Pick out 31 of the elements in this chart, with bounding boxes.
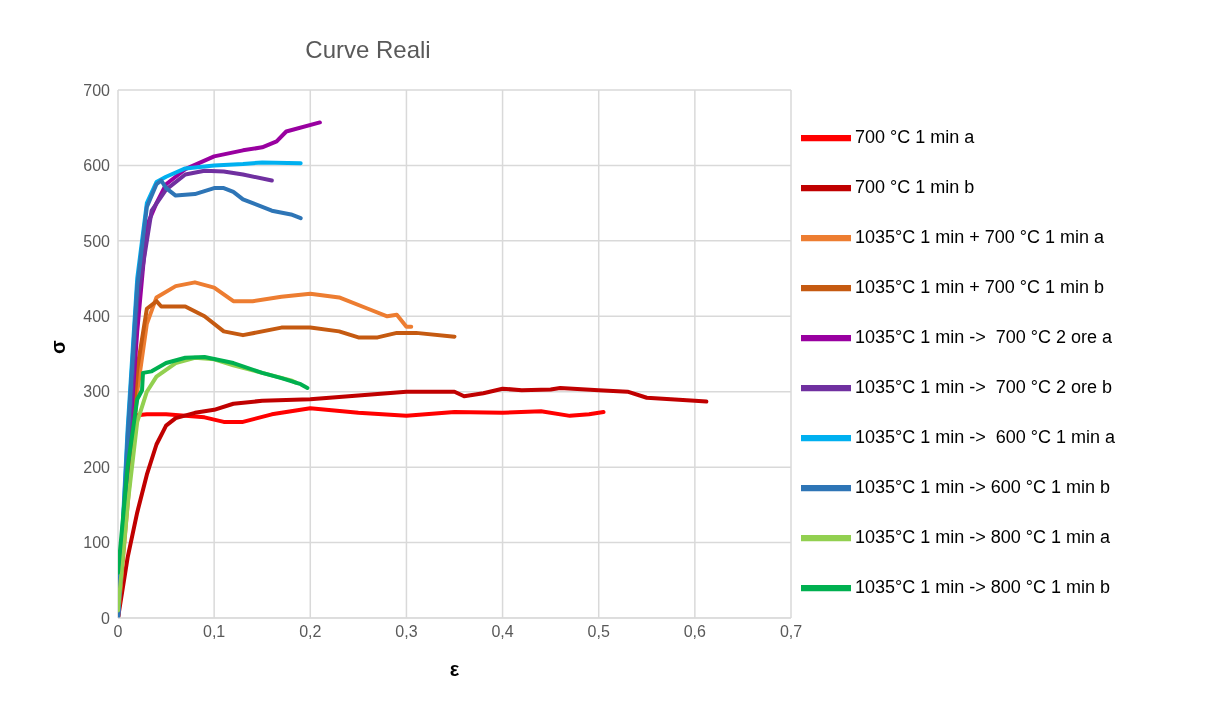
y-tick-label: 200 <box>83 458 111 476</box>
legend-label: 1035°C 1 min -> 600 °C 1 min a <box>855 426 1116 447</box>
legend-label: 1035°C 1 min -> 700 °C 2 ore a <box>855 326 1113 347</box>
legend-label: 1035°C 1 min + 700 °C 1 min a <box>855 226 1105 247</box>
legend-label: 1035°C 1 min + 700 °C 1 min b <box>855 276 1105 297</box>
x-tick-label: 0,1 <box>203 623 226 641</box>
legend-label: 700 °C 1 min a <box>855 126 975 147</box>
x-axis-title: ε <box>449 658 460 680</box>
y-tick-label: 300 <box>83 383 111 401</box>
line-series <box>118 355 310 575</box>
y-axis-title: σ <box>47 340 70 354</box>
legend-label: 1035°C 1 min -> 800 °C 1 min b <box>855 576 1111 597</box>
y-tick-label: 600 <box>83 157 111 175</box>
y-tick-label: 500 <box>83 232 111 250</box>
line-series <box>118 385 709 618</box>
y-tick-label: 700 <box>83 81 111 99</box>
chart-title: Curve Reali <box>304 36 432 64</box>
y-tick-label: 0 <box>101 609 111 627</box>
legend-label: 1035°C 1 min -> 600 °C 1 min b <box>855 476 1111 497</box>
x-tick-label: 0,6 <box>683 623 707 641</box>
x-tick-label: 0,3 <box>395 623 418 641</box>
legend-label: 1035°C 1 min -> 800 °C 1 min a <box>855 526 1111 547</box>
y-tick-label: 100 <box>83 534 111 552</box>
legend-label: 1035°C 1 min -> 700 °C 2 ore b <box>855 376 1113 397</box>
y-tick-label: 400 <box>83 307 111 325</box>
x-tick-label: 0,4 <box>491 623 514 641</box>
x-tick-label: 0 <box>113 623 123 641</box>
legend-label: 700 °C 1 min b <box>855 176 975 197</box>
x-tick-label: 0,7 <box>779 623 803 641</box>
x-tick-label: 0,5 <box>587 623 610 641</box>
x-tick-label: 0,2 <box>299 623 322 641</box>
